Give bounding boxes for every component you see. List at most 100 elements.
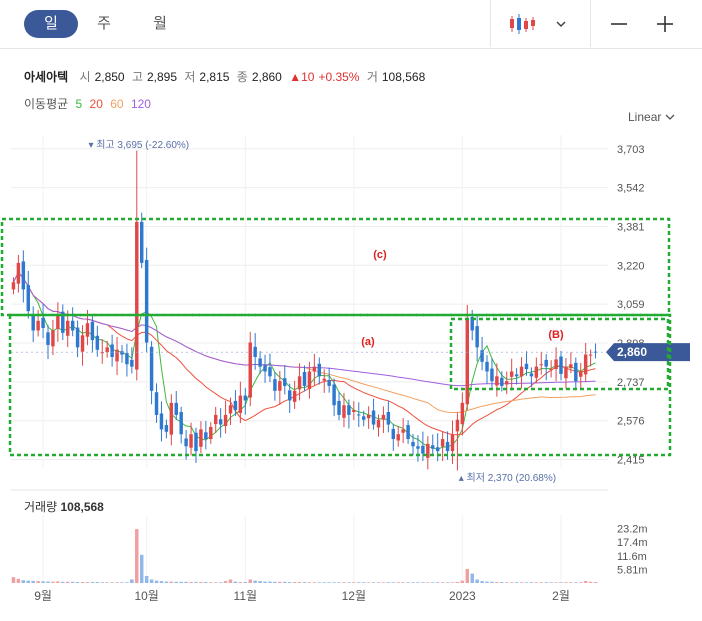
volume-tick-label: 5.81m <box>617 564 648 576</box>
candle-body <box>332 384 336 406</box>
price-tick-label: 3,542 <box>617 183 645 195</box>
volume-bar <box>218 582 223 583</box>
plus-icon[interactable] <box>648 0 682 47</box>
volume-bar <box>569 582 573 583</box>
annotations: ▾ 최고 3,695 (-22.60%) ▴ 최저 2,370 (20.68%) 2… <box>0 139 690 484</box>
price-tick-label: 2,576 <box>617 416 645 428</box>
moving-average-lines <box>13 271 596 450</box>
volume-bar <box>455 582 460 583</box>
volume-bar <box>213 582 218 583</box>
candle-body <box>470 316 474 331</box>
volume-bar <box>396 582 400 583</box>
region-label: (c) <box>373 249 387 261</box>
candle-body <box>435 447 440 452</box>
tab-weekly[interactable]: 주 <box>97 15 111 32</box>
volume-bar <box>583 581 588 583</box>
volume-bar <box>460 580 465 583</box>
volume-bar <box>381 582 386 583</box>
candle-body <box>184 438 188 447</box>
ma-120-label: 120 <box>130 97 151 111</box>
ma-20-label: 20 <box>89 97 103 111</box>
chevron-down-icon[interactable] <box>548 0 574 47</box>
candle-body <box>539 364 543 366</box>
toolbar-divider <box>490 0 491 47</box>
volume-bar <box>95 582 100 583</box>
volume-bar <box>204 582 208 583</box>
volume-bar <box>26 580 30 583</box>
candle-body <box>519 366 524 377</box>
volume-bar <box>61 581 65 583</box>
candle-body <box>564 366 568 379</box>
candle-body <box>559 356 563 374</box>
candle-body <box>396 434 400 441</box>
volume-label: 거 <box>366 70 378 84</box>
volume-bar <box>574 582 578 583</box>
volume-bar <box>524 582 529 583</box>
volume-bar <box>105 582 109 583</box>
candle-body <box>36 320 40 331</box>
volume-bar <box>327 582 331 583</box>
candle-body <box>317 363 322 377</box>
candle-body <box>460 402 465 425</box>
moving-average-legend[interactable]: 이동평균 5 20 60 120 <box>24 95 155 112</box>
time-tick-label: 9월 <box>34 589 52 603</box>
volume-bar <box>278 581 282 583</box>
volume-bar <box>189 582 193 583</box>
candle-body <box>450 434 455 452</box>
volume-bar <box>357 582 361 583</box>
region-box-c <box>0 217 671 317</box>
candle-body <box>593 351 598 353</box>
candle-body <box>529 373 534 377</box>
volume-bar <box>549 582 553 583</box>
candle-body <box>381 414 386 420</box>
volume-bar <box>485 581 489 583</box>
candle-body <box>534 366 539 378</box>
volume-bar <box>347 582 351 583</box>
candle-body <box>56 315 60 330</box>
candle-body <box>21 261 26 290</box>
candle-body <box>26 285 30 312</box>
tab-daily[interactable]: 일 <box>24 10 78 38</box>
volume-bar <box>233 581 238 583</box>
candle-body <box>509 371 514 377</box>
candle-body <box>75 327 80 348</box>
high-value: 2,895 <box>146 70 178 84</box>
volume-bar <box>144 575 149 583</box>
close-value: 2,860 <box>251 70 282 84</box>
volume-bar <box>11 577 16 583</box>
candle-body <box>95 335 100 350</box>
volume-bar <box>149 579 154 583</box>
candle-body <box>253 346 257 357</box>
candle-body <box>569 364 573 369</box>
volume-bar <box>268 581 272 583</box>
volume-bar <box>307 582 312 583</box>
volume-bar <box>593 582 598 583</box>
candle-body <box>258 358 262 367</box>
candle-body <box>16 262 21 284</box>
candlestick-icon[interactable] <box>500 0 544 47</box>
volume-value: 108,568 <box>60 500 104 514</box>
volume-bar <box>164 581 169 583</box>
tab-monthly[interactable]: 월 <box>153 15 167 32</box>
candle-body <box>213 414 218 425</box>
candle-body <box>169 402 174 435</box>
volume-bar <box>352 582 356 583</box>
volume-bar <box>90 582 95 583</box>
volume-bar <box>263 581 267 583</box>
price-tick-label: 3,703 <box>617 144 645 156</box>
minus-icon[interactable] <box>602 0 636 47</box>
candle-body <box>228 405 233 414</box>
scale-selector[interactable]: Linear <box>628 110 675 124</box>
time-tick-label: 11월 <box>234 589 258 603</box>
chevron-down-icon <box>665 114 675 120</box>
volume-bar <box>411 582 415 583</box>
volume-tick-label: 23.2m <box>617 524 648 536</box>
volume-bar <box>130 579 134 583</box>
volume-bar <box>475 579 479 583</box>
volume-bar <box>386 582 391 583</box>
candle-body <box>465 318 470 405</box>
volume-title: 거래량 108,568 <box>24 500 104 514</box>
candle-body <box>292 390 297 402</box>
volume-bar <box>36 581 40 583</box>
